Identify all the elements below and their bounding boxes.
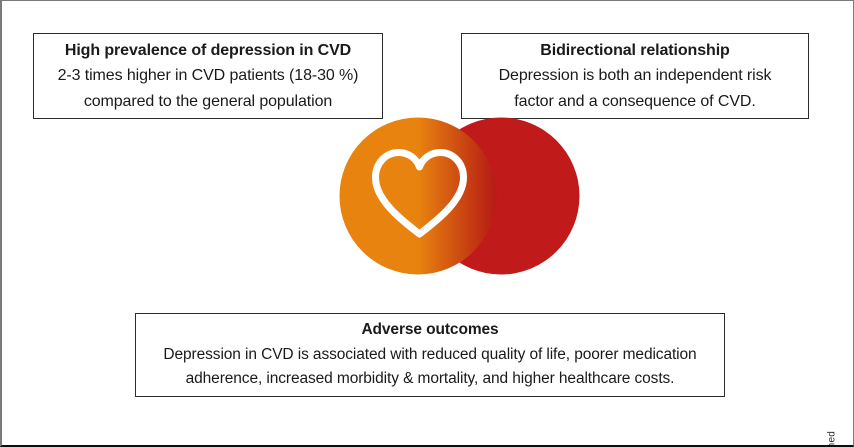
bidirectional-box: Bidirectional relationship Depression is… [461,33,809,119]
bidirectional-line-1: Depression is both an independent risk [498,67,772,85]
venn-diagram [339,117,580,275]
heart-icon [372,149,467,238]
prevalence-line-1: 2-3 times higher in CVD patients (18-30 … [57,67,359,85]
prevalence-line-2: compared to the general population [83,92,333,110]
bidirectional-title: Bidirectional relationship [540,41,730,59]
outcomes-title: Adverse outcomes [361,321,499,339]
prevalence-box: High prevalence of depression in CVD 2-3… [33,33,383,119]
outcomes-box: Adverse outcomes Depression in CVD is as… [135,313,725,397]
copyright-credit: © Universimed [826,431,837,445]
orange-circle [339,117,497,275]
bidirectional-line-2: factor and a consequence of CVD. [514,92,756,110]
outcomes-line-1: Depression in CVD is associated with red… [163,345,697,363]
outcomes-line-2: adherence, increased morbidity & mortali… [185,370,675,388]
prevalence-title: High prevalence of depression in CVD [64,41,352,59]
